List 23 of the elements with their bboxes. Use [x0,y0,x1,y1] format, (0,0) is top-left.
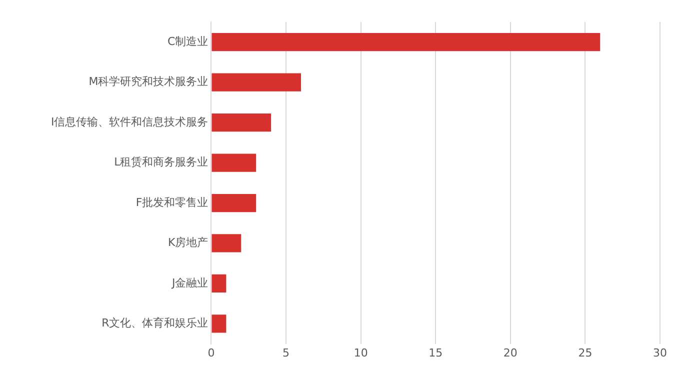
y-tick-label: K房地产 [168,236,208,250]
y-tick-label: F批发和零售业 [136,196,208,209]
y-tick-label: M科学研究和技术服务业 [88,75,208,88]
x-tick-label: 5 [282,346,290,360]
x-tick-label: 20 [503,346,518,360]
x-tick-label: 10 [354,346,368,360]
bar [212,114,272,132]
bar [212,274,226,293]
x-tick-label: 15 [428,346,443,360]
bar [212,73,301,92]
y-tick-label: J金融业 [170,276,208,290]
bar [212,234,242,252]
bar [212,194,256,212]
x-tick-label: 30 [653,346,667,360]
bar [212,154,256,172]
x-tick-label: 25 [578,346,592,360]
y-tick-label: R文化、体育和娱乐业 [102,316,208,330]
y-tick-label: C制造业 [168,34,208,48]
y-tick-label: I信息传输、软件和信息技术服务 [50,115,208,128]
x-tick-label: 0 [208,346,215,360]
y-tick-label: L租赁和商务服务业 [114,156,208,169]
bar [212,33,600,52]
bar [212,314,226,333]
